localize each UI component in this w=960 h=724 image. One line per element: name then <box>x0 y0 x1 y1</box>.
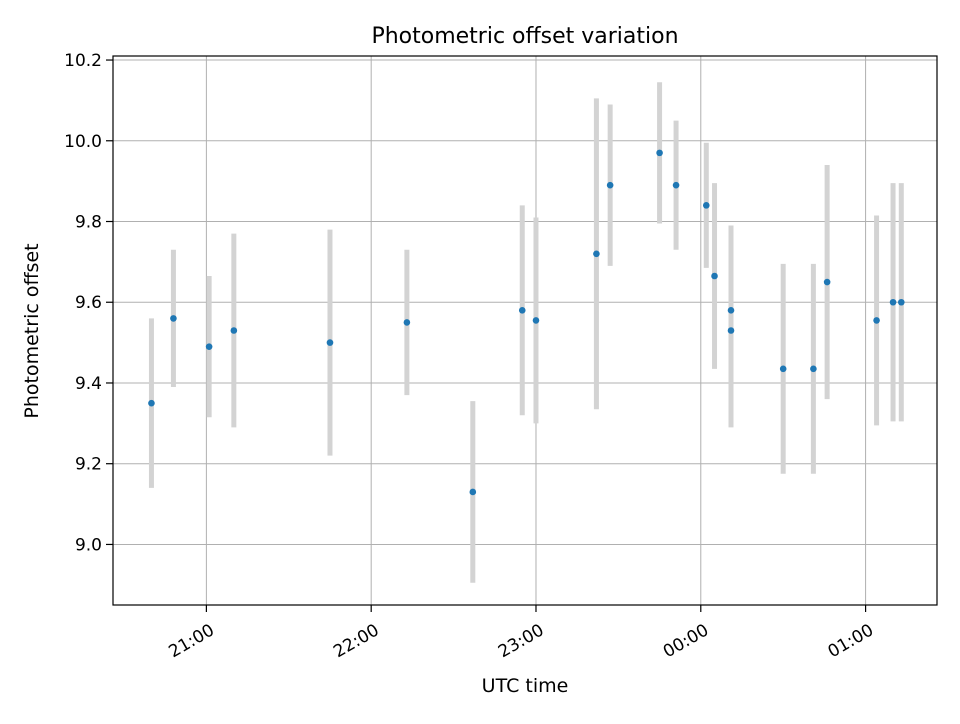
data-point <box>518 307 526 314</box>
chart-title: Photometric offset variation <box>371 24 678 49</box>
data-point <box>148 399 155 407</box>
data-point <box>593 250 600 258</box>
x-axis-label: UTC time <box>482 675 569 697</box>
data-point <box>532 317 540 324</box>
data-point <box>403 319 411 326</box>
data-point <box>205 343 213 350</box>
data-point <box>727 327 735 334</box>
data-point <box>727 307 735 314</box>
data-point <box>889 298 897 306</box>
data-point <box>469 488 477 496</box>
data-point <box>779 365 787 373</box>
grid-lines <box>113 56 937 605</box>
data-point <box>656 149 663 157</box>
data-point <box>873 317 880 324</box>
data-point <box>606 181 614 189</box>
data-point <box>230 327 238 334</box>
y-tick-label: 10.0 <box>64 132 102 152</box>
data-point <box>823 278 831 286</box>
data-point <box>672 181 680 189</box>
data-points <box>148 149 905 496</box>
data-point <box>170 315 177 322</box>
data-point <box>810 365 817 373</box>
y-tick-label: 9.2 <box>75 455 102 475</box>
y-tick-label: 9.0 <box>75 535 102 555</box>
y-tick-label: 10.2 <box>64 51 102 71</box>
y-axis-label: Photometric offset <box>21 243 43 418</box>
data-point <box>711 272 718 280</box>
y-tick-label: 9.8 <box>75 213 102 233</box>
data-point <box>897 298 905 306</box>
plot-frame <box>112 55 938 606</box>
y-tick-label: 9.4 <box>75 374 102 394</box>
y-tick-label: 9.6 <box>75 293 102 313</box>
data-point <box>326 339 334 346</box>
data-point <box>702 202 710 209</box>
